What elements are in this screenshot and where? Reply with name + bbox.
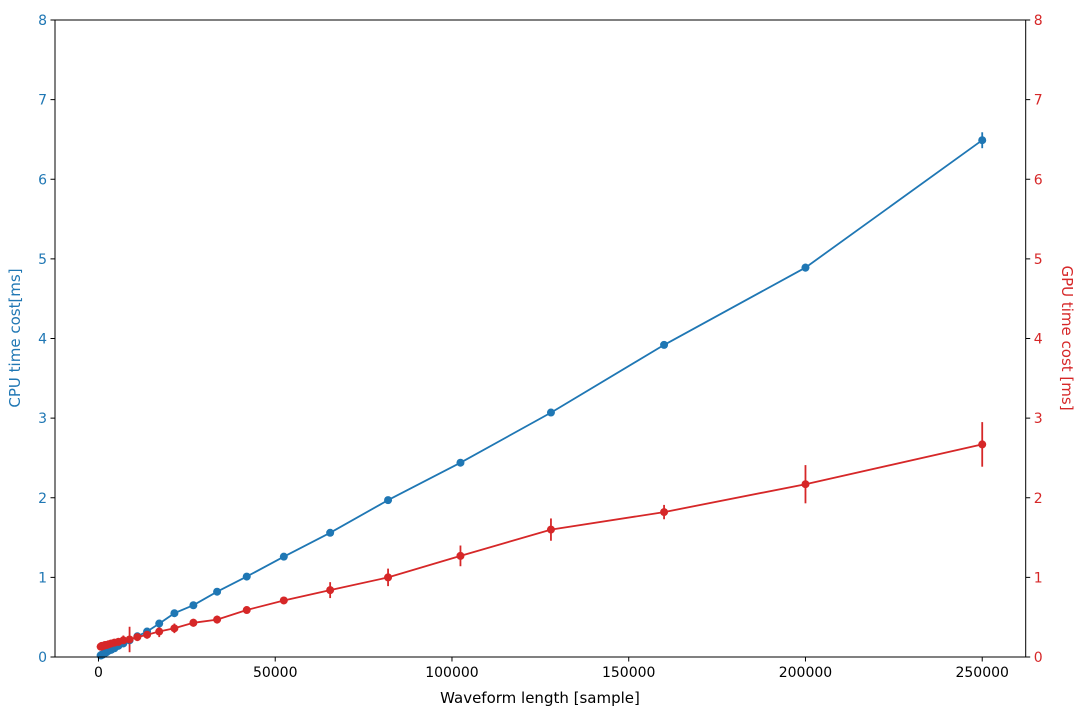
cpu-series-marker [384,496,393,505]
cpu-series-marker [155,619,164,628]
right-y-tick-label: 5 [1034,252,1043,268]
gpu-series-marker [279,596,288,605]
x-axis-label: Waveform length [sample] [440,689,640,707]
gpu-series-marker [170,624,179,633]
cpu-series-marker [326,528,335,537]
errorbars-layer [99,132,984,656]
gpu-series-marker [155,627,164,636]
x-axis-ticks: 0 50000 100000 150000 200000 250000 [94,657,1009,681]
left-y-tick-label: 4 [38,332,47,348]
gpu-series-marker [456,551,465,560]
right-y-tick-label: 1 [1034,570,1043,586]
right-y-tick-label: 7 [1034,93,1043,109]
right-y-tick-label: 2 [1034,491,1043,507]
left-y-tick-label: 5 [38,252,47,268]
cpu-series-marker [801,263,810,272]
x-tick-label: 150000 [602,665,655,681]
gpu-series-marker [546,525,555,534]
right-y-tick-label: 0 [1034,650,1043,666]
cpu-series-marker [978,136,987,145]
gpu-series-marker [242,606,251,615]
gpu-series-marker [133,633,142,642]
left-y-tick-label: 1 [38,570,47,586]
gpu-series-marker [125,635,134,644]
plot-area-border [54,19,1027,658]
left-y-axis-ticks: 0 1 2 3 4 5 6 7 8 [38,13,55,666]
cpu-series-marker [456,458,465,467]
right-y-tick-label: 8 [1034,13,1043,29]
gpu-series-marker [213,615,222,624]
cpu-series-marker [170,609,179,618]
cpu-series-marker [279,552,288,561]
left-y-tick-label: 2 [38,491,47,507]
left-y-tick-label: 6 [38,172,47,188]
right-y-axis-ticks: 0 1 2 3 4 5 6 7 8 [1025,13,1043,666]
left-y-axis-label: CPU time cost[ms] [6,268,24,407]
x-tick-label: 100000 [425,665,478,681]
right-y-axis-label: GPU time cost [ms] [1058,265,1076,410]
cpu-series-marker [213,587,222,596]
cpu-series-line [100,139,983,657]
gpu-series-marker [326,586,335,595]
left-y-tick-label: 7 [38,93,47,109]
cpu-series-marker [660,340,669,349]
gpu-series-marker [189,618,198,627]
series-layer [96,136,987,660]
x-tick-label: 200000 [779,665,832,681]
cpu-series-marker [242,572,251,581]
x-tick-label: 0 [94,665,103,681]
gpu-series-marker [143,630,152,639]
cpu-series-marker [189,601,198,610]
gpu-series-line [100,443,983,648]
left-y-tick-label: 0 [38,650,47,666]
cpu-series-marker [546,408,555,417]
gpu-series-marker [801,480,810,489]
gpu-series-marker [660,508,669,517]
right-y-tick-label: 6 [1034,172,1043,188]
x-tick-label: 250000 [955,665,1008,681]
right-y-tick-label: 4 [1034,332,1043,348]
gpu-series-marker [384,573,393,582]
right-y-tick-label: 3 [1034,411,1043,427]
gpu-series-marker [119,636,128,645]
gpu-series-marker [978,440,987,449]
x-tick-label: 50000 [253,665,298,681]
left-y-tick-label: 8 [38,13,47,29]
left-y-tick-label: 3 [38,411,47,427]
